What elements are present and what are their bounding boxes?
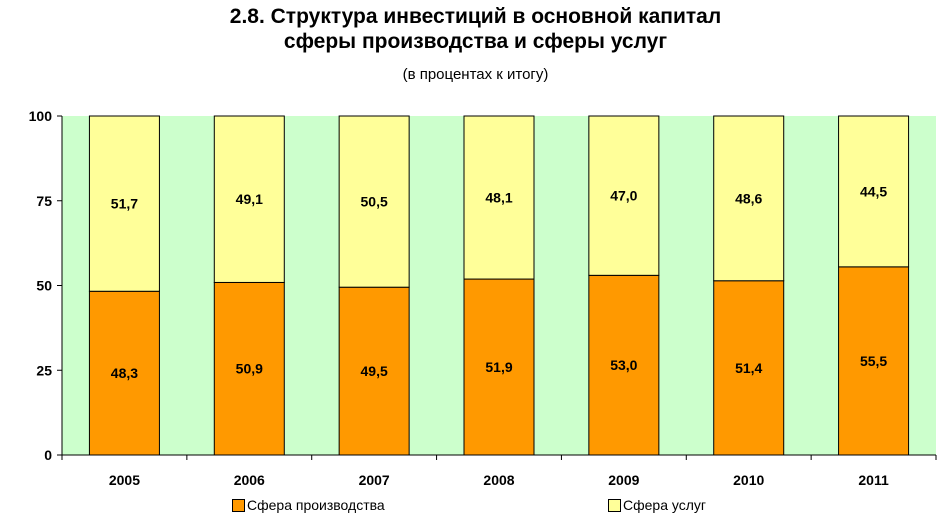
chart-subtitle: (в процентах к итогу) bbox=[402, 66, 549, 83]
bar-services bbox=[88, 115, 160, 292]
x-tick-label: 2006 bbox=[234, 472, 265, 488]
chart-title-line1: 2.8. Структура инвестиций в основной кап… bbox=[229, 5, 722, 28]
bar-production bbox=[588, 274, 660, 456]
x-tick-label: 2005 bbox=[109, 472, 140, 488]
data-label-production: 51,4 bbox=[735, 360, 762, 376]
data-label-services: 48,1 bbox=[485, 190, 512, 206]
bar-production bbox=[713, 280, 785, 456]
data-label-production: 55,5 bbox=[860, 353, 887, 369]
x-tick-label: 2010 bbox=[733, 472, 764, 488]
bar-production bbox=[338, 286, 410, 456]
data-label-services: 49,1 bbox=[236, 191, 263, 207]
data-label-production: 51,9 bbox=[485, 359, 512, 375]
legend-item-production: Сфера производства bbox=[232, 497, 385, 513]
bar-services bbox=[463, 115, 535, 280]
data-label-production: 49,5 bbox=[361, 363, 388, 379]
x-tick-label: 2011 bbox=[858, 472, 889, 488]
x-tick-label: 2009 bbox=[608, 472, 639, 488]
y-tick-label: 50 bbox=[36, 278, 52, 294]
y-tick-label: 75 bbox=[36, 193, 52, 209]
data-label-production: 48,3 bbox=[111, 365, 138, 381]
data-label-services: 50,5 bbox=[361, 194, 388, 210]
data-label-services: 51,7 bbox=[111, 196, 138, 212]
bar-services bbox=[213, 115, 285, 283]
chart-title-line2: сферы производства и сферы услуг bbox=[283, 30, 668, 53]
legend-item-services: Сфера услуг bbox=[608, 497, 706, 513]
bar-services bbox=[338, 115, 410, 288]
bar-production bbox=[213, 281, 285, 456]
data-label-production: 50,9 bbox=[236, 361, 263, 377]
y-tick-label: 0 bbox=[44, 447, 52, 463]
legend-swatch-services bbox=[608, 498, 621, 512]
y-tick-label: 25 bbox=[36, 362, 52, 378]
legend-label-services: Сфера услуг bbox=[623, 497, 706, 513]
data-label-production: 53,0 bbox=[610, 357, 637, 373]
data-label-services: 47,0 bbox=[610, 188, 637, 204]
bar-production bbox=[838, 266, 910, 456]
bar-services bbox=[713, 115, 785, 282]
legend-swatch-production bbox=[232, 498, 245, 512]
legend-label-production: Сфера производства bbox=[247, 497, 385, 513]
bar-services bbox=[838, 115, 910, 268]
y-tick-label: 100 bbox=[29, 108, 53, 124]
data-label-services: 48,6 bbox=[735, 190, 762, 206]
x-tick-label: 2007 bbox=[359, 472, 390, 488]
x-tick-label: 2008 bbox=[483, 472, 514, 488]
bar-production bbox=[88, 290, 160, 456]
data-label-services: 44,5 bbox=[860, 183, 887, 199]
bar-services bbox=[588, 115, 660, 276]
